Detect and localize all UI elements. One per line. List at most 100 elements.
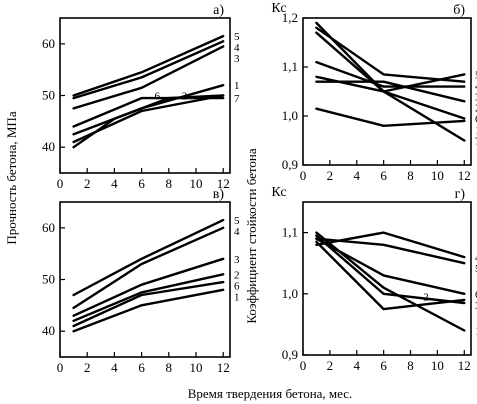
panel-label: г)	[455, 187, 466, 202]
series-line-1	[72, 83, 225, 149]
panel-label: в)	[213, 187, 225, 202]
series-line-6	[72, 94, 225, 136]
y-tick-label: 40	[42, 323, 55, 338]
y-unit-label: Кс	[271, 185, 286, 200]
series-label-5: 5	[475, 263, 477, 275]
series-label-5: 5	[475, 69, 477, 81]
x-tick-label: 12	[458, 168, 471, 183]
series-label-1: 1	[234, 80, 240, 92]
series-line-2	[315, 240, 466, 311]
series-label-2: 2	[423, 292, 429, 304]
y-tick-label: 1,2	[282, 10, 298, 25]
series-label-3: 3	[475, 91, 477, 103]
y-tick-label: 1,1	[282, 225, 298, 240]
series-label-7: 7	[475, 136, 477, 148]
series-label-5: 5	[234, 31, 240, 43]
panel-label: б)	[453, 3, 465, 18]
y-tick-label: 50	[42, 88, 55, 103]
x-tick-label: 10	[431, 358, 444, 373]
x-tick-label: 0	[57, 176, 64, 191]
series-line-6	[72, 280, 225, 328]
y-axis-label-left: Прочность бетона, МПа	[4, 111, 19, 244]
series-line-3	[72, 45, 225, 110]
y-tick-label: 40	[42, 139, 55, 154]
plot-frame	[302, 17, 472, 166]
series-label-6: 6	[475, 289, 477, 301]
series-label-5: 5	[234, 215, 240, 227]
y-tick-label: 1,0	[282, 286, 298, 301]
x-tick-label: 6	[138, 176, 145, 191]
series-label-6: 6	[234, 280, 240, 292]
series-line-3	[315, 60, 466, 88]
x-tick-label: 2	[84, 360, 91, 375]
x-tick-label: 2	[327, 358, 334, 373]
series-label-2: 2	[234, 269, 240, 281]
y-tick-label: 60	[42, 220, 55, 235]
series-label-4: 4	[475, 80, 477, 92]
y-unit-label: Кс	[271, 1, 286, 16]
series-line-5	[72, 218, 225, 297]
series-label-2: 2	[475, 102, 477, 114]
series-label-3: 3	[475, 300, 477, 312]
x-tick-label: 4	[111, 176, 118, 191]
x-tick-label: 6	[380, 168, 387, 183]
series-line-5	[315, 237, 466, 265]
series-label-4: 4	[234, 42, 240, 54]
series-line-1	[72, 288, 225, 333]
series-line-3	[315, 234, 466, 305]
x-tick-label: 0	[57, 360, 64, 375]
x-tick-label: 0	[300, 168, 307, 183]
y-tick-label: 60	[42, 36, 55, 51]
series-line-7	[315, 21, 466, 142]
x-tick-label: 4	[354, 168, 361, 183]
x-tick-label: 4	[111, 360, 118, 375]
x-tick-label: 2	[327, 168, 334, 183]
series-line-4	[72, 226, 225, 310]
x-tick-label: 8	[166, 176, 173, 191]
series-line-5	[72, 34, 225, 97]
x-tick-label: 4	[354, 358, 361, 373]
series-line-2	[72, 273, 225, 322]
x-tick-label: 10	[190, 176, 203, 191]
y-tick-label: 1,0	[282, 108, 298, 123]
x-tick-label: 8	[407, 168, 414, 183]
series-label-1: 1	[234, 291, 240, 303]
series-label-2: 2	[182, 90, 188, 102]
x-axis-label: Время твердения бетона, мес.	[188, 386, 353, 401]
series-line-3	[72, 257, 225, 317]
panel-label: а)	[213, 3, 224, 18]
series-label-3: 3	[234, 254, 240, 266]
x-tick-label: 8	[166, 360, 173, 375]
x-tick-label: 10	[431, 168, 444, 183]
series-label-7: 7	[234, 93, 240, 105]
series-label-4: 4	[234, 226, 240, 238]
x-tick-label: 12	[217, 176, 230, 191]
y-axis-label-right: Коэффициент стойкости бетона	[244, 148, 259, 324]
series-label-6: 6	[154, 90, 160, 102]
x-tick-label: 6	[380, 358, 387, 373]
x-tick-label: 2	[84, 176, 91, 191]
x-tick-label: 12	[217, 360, 230, 375]
y-tick-label: 0,9	[282, 347, 298, 362]
series-line-4	[72, 40, 225, 100]
y-tick-label: 0,9	[282, 157, 298, 172]
series-label-3: 3	[234, 53, 240, 65]
x-tick-label: 12	[458, 358, 471, 373]
series-line-1	[315, 231, 466, 332]
x-tick-label: 10	[190, 360, 203, 375]
series-line-7	[72, 96, 225, 128]
series-line-1	[315, 107, 466, 128]
series-label-1: 1	[475, 124, 477, 136]
plot-frame	[302, 201, 472, 356]
y-tick-label: 50	[42, 272, 55, 287]
x-tick-label: 6	[138, 360, 145, 375]
x-tick-label: 8	[407, 358, 414, 373]
series-label-6: 6	[475, 113, 477, 125]
x-tick-label: 0	[300, 358, 307, 373]
